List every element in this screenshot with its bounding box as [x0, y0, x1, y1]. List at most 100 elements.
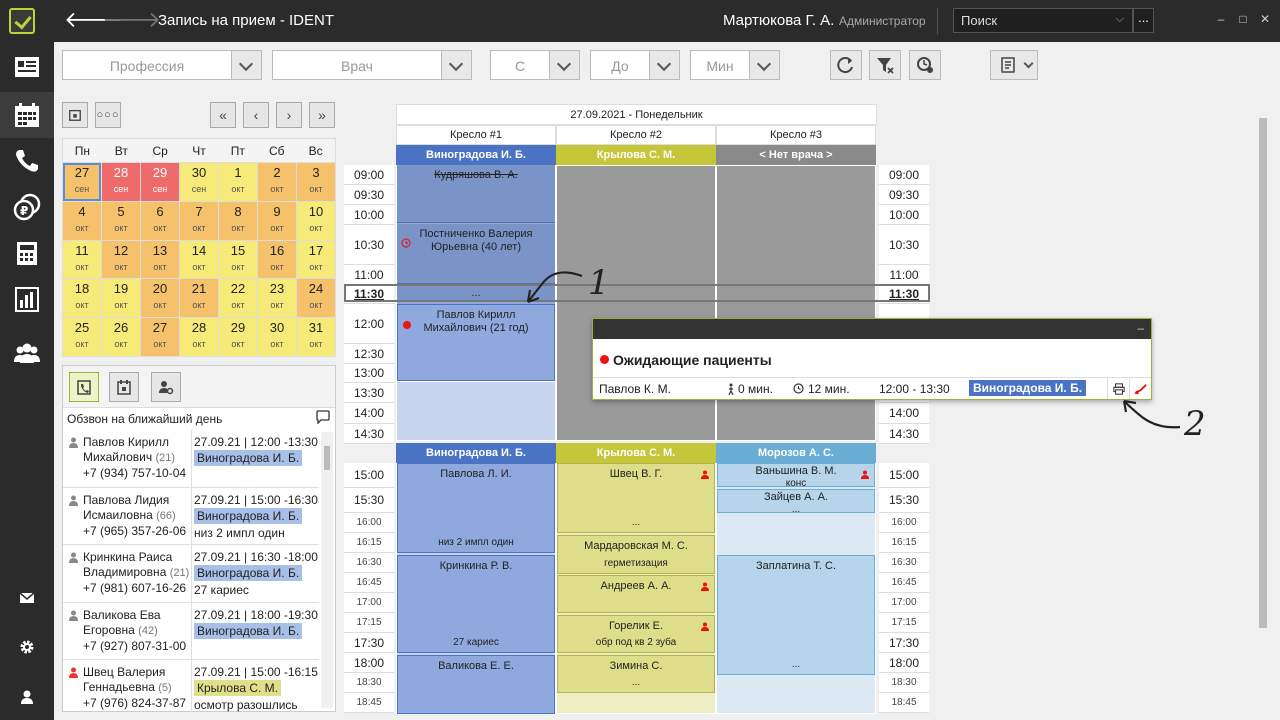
- calls-scrollbar[interactable]: [321, 432, 333, 708]
- print-button[interactable]: [1107, 378, 1129, 399]
- search-input[interactable]: Поиск ⌵: [953, 8, 1133, 33]
- appointment-krinkina[interactable]: Кринкина Р. В. 27 кариес: [397, 555, 555, 653]
- call-phone[interactable]: +7 (927) 807-31-00: [83, 638, 187, 653]
- next-month-button[interactable]: »: [309, 102, 335, 128]
- duration-select[interactable]: Мин: [690, 50, 780, 80]
- calendar-day[interactable]: 3 окт: [297, 163, 335, 201]
- doctor-header-krylova[interactable]: Крылова С. М.: [556, 145, 716, 165]
- call-list-item[interactable]: Кринкина Раиса Владимировна (21) +7 (981)…: [63, 545, 319, 603]
- chevron-down-icon[interactable]: [231, 51, 261, 79]
- calendar-day[interactable]: 4 окт: [63, 201, 101, 240]
- calendar-day[interactable]: 11 окт: [63, 240, 101, 279]
- sidebar-profile[interactable]: [0, 682, 54, 712]
- calendar-day[interactable]: 21 окт: [180, 279, 218, 318]
- refresh-button[interactable]: [830, 50, 862, 80]
- popup-minimize-button[interactable]: –: [1137, 321, 1144, 335]
- chair1-free-slots[interactable]: [396, 381, 556, 441]
- calendar-day[interactable]: 30 сен: [180, 163, 218, 201]
- call-list-item[interactable]: Валикова Ева Егоровна (42) +7 (927) 807-3…: [63, 602, 319, 660]
- appointment-zimina[interactable]: Зимина С. ...: [557, 655, 715, 693]
- chevron-down-icon[interactable]: [1023, 58, 1034, 69]
- calendar-day[interactable]: 28 окт: [180, 318, 218, 356]
- time-to-select[interactable]: До: [590, 50, 680, 80]
- calendar-day[interactable]: 7 окт: [180, 201, 218, 240]
- appointment-valikova[interactable]: Валикова Е. Е.: [397, 655, 555, 714]
- prev-week-button[interactable]: ‹: [243, 102, 269, 128]
- call-list-item[interactable]: Швец Валерия Геннадьевна (5) +7 (976) 824…: [63, 660, 319, 712]
- calendar-day[interactable]: 23 окт: [258, 279, 296, 318]
- profession-select[interactable]: Профессия: [62, 50, 262, 80]
- doctor-header-vinogradova[interactable]: Виноградова И. Б.: [396, 145, 556, 165]
- calendar-day[interactable]: 29 сен: [141, 163, 179, 201]
- calendar-day[interactable]: 25 окт: [63, 318, 101, 356]
- doctor-header-vinogradova-pm[interactable]: Виноградова И. Б.: [396, 443, 556, 463]
- appointment-kudryashova[interactable]: Кудряшова В. А.: [397, 165, 555, 223]
- chevron-down-icon[interactable]: [649, 51, 679, 79]
- appointment-zaplatina[interactable]: Заплатина Т. С. ...: [717, 555, 875, 675]
- sidebar-calls[interactable]: [0, 138, 54, 184]
- calendar-day[interactable]: 14 окт: [180, 240, 218, 279]
- call-phone[interactable]: +7 (981) 607-16-26: [83, 581, 187, 595]
- calendar-day[interactable]: 6 окт: [141, 201, 179, 240]
- sidebar-patient-card[interactable]: [0, 44, 54, 90]
- calendar-day[interactable]: 27 окт: [141, 318, 179, 356]
- scroll-thumb[interactable]: [324, 446, 330, 470]
- more-options-button[interactable]: ○○○: [95, 102, 121, 128]
- calendar-day[interactable]: 19 окт: [102, 279, 140, 318]
- scroll-thumb[interactable]: [1259, 118, 1267, 628]
- tab-patients[interactable]: [151, 372, 181, 402]
- time-from-select[interactable]: С: [490, 50, 580, 80]
- calendar-day[interactable]: 22 окт: [219, 279, 257, 318]
- call-list-item[interactable]: Павлов Кирилл Михайлович (21) +7 (934) 75…: [63, 430, 319, 488]
- chevron-down-icon[interactable]: ⌵: [1115, 13, 1124, 25]
- today-button[interactable]: [62, 102, 88, 128]
- calendar-day[interactable]: 26 окт: [102, 318, 140, 356]
- minimize-button[interactable]: –: [1217, 12, 1225, 26]
- calendar-day[interactable]: 8 окт: [219, 201, 257, 240]
- calendar-day[interactable]: 13 окт: [141, 240, 179, 279]
- appointment-pavlova[interactable]: Павлова Л. И. низ 2 импл один: [397, 463, 555, 553]
- send-to-chair-button[interactable]: [1129, 378, 1151, 399]
- calendar-day[interactable]: 1 окт: [219, 163, 257, 201]
- time-view-button[interactable]: [909, 50, 941, 80]
- calendar-day[interactable]: 12 окт: [102, 240, 140, 279]
- waiting-patient-row[interactable]: Павлов К. М. 0 мин. 12 мин. 12:00 - 13:3…: [593, 377, 1151, 399]
- chevron-down-icon[interactable]: [549, 51, 579, 79]
- sidebar-cashbox[interactable]: [0, 230, 54, 276]
- schedule-scrollbar[interactable]: [1258, 108, 1268, 712]
- call-list-item[interactable]: Павлова Лидия Исмаиловна (66) +7 (965) 35…: [63, 487, 319, 545]
- calendar-day[interactable]: 18 окт: [63, 279, 101, 318]
- user-name[interactable]: Мартюкова Г. А.: [723, 12, 835, 29]
- calendar-day[interactable]: 15 окт: [219, 240, 257, 279]
- clear-filter-button[interactable]: [869, 50, 901, 80]
- appointment-pavlov[interactable]: Павлов Кирилл Михайлович (21 год): [397, 304, 555, 381]
- appointment-zaytsev[interactable]: Зайцев А. А. ...: [717, 489, 875, 515]
- appointment-vanshina[interactable]: Ваньшина В. М. конс: [717, 463, 875, 489]
- popup-titlebar[interactable]: –: [593, 319, 1151, 339]
- doctor-select[interactable]: Врач: [272, 50, 472, 80]
- calendar-day[interactable]: 16 окт: [258, 240, 296, 279]
- document-menu-button[interactable]: [990, 50, 1038, 80]
- sidebar-reports[interactable]: [0, 276, 54, 322]
- call-phone[interactable]: +7 (976) 824-37-87: [83, 696, 187, 710]
- calendar-day[interactable]: 31 окт: [297, 318, 335, 356]
- call-phone[interactable]: +7 (934) 757-10-04: [83, 466, 187, 480]
- comment-icon[interactable]: [315, 410, 331, 424]
- next-week-button[interactable]: ›: [276, 102, 302, 128]
- calendar-day[interactable]: 2 окт: [258, 163, 296, 201]
- call-phone[interactable]: +7 (965) 357-26-06: [83, 523, 187, 538]
- doctor-header-krylova-pm[interactable]: Крылова С. М.: [556, 443, 716, 463]
- app-logo-icon[interactable]: [9, 8, 35, 34]
- sidebar-finance[interactable]: ₽: [0, 184, 54, 230]
- appointment-postnichenko[interactable]: Постниченко Валерия Юрьевна (40 лет): [397, 224, 555, 284]
- appointment-empty-1130[interactable]: ...: [397, 285, 555, 302]
- sidebar-settings[interactable]: [0, 632, 54, 662]
- calendar-day[interactable]: 10 окт: [297, 201, 335, 240]
- close-button[interactable]: ✕: [1259, 12, 1271, 26]
- calendar-day[interactable]: 20 окт: [141, 279, 179, 318]
- appointment-gorelik[interactable]: Горелик Е. обр под кв 2 зуба: [557, 615, 715, 653]
- calendar-day[interactable]: 27 сен: [63, 163, 101, 201]
- tab-appointments[interactable]: [109, 372, 139, 402]
- doctor-header-none[interactable]: < Нет врача >: [716, 145, 876, 165]
- calendar-day[interactable]: 30 окт: [258, 318, 296, 356]
